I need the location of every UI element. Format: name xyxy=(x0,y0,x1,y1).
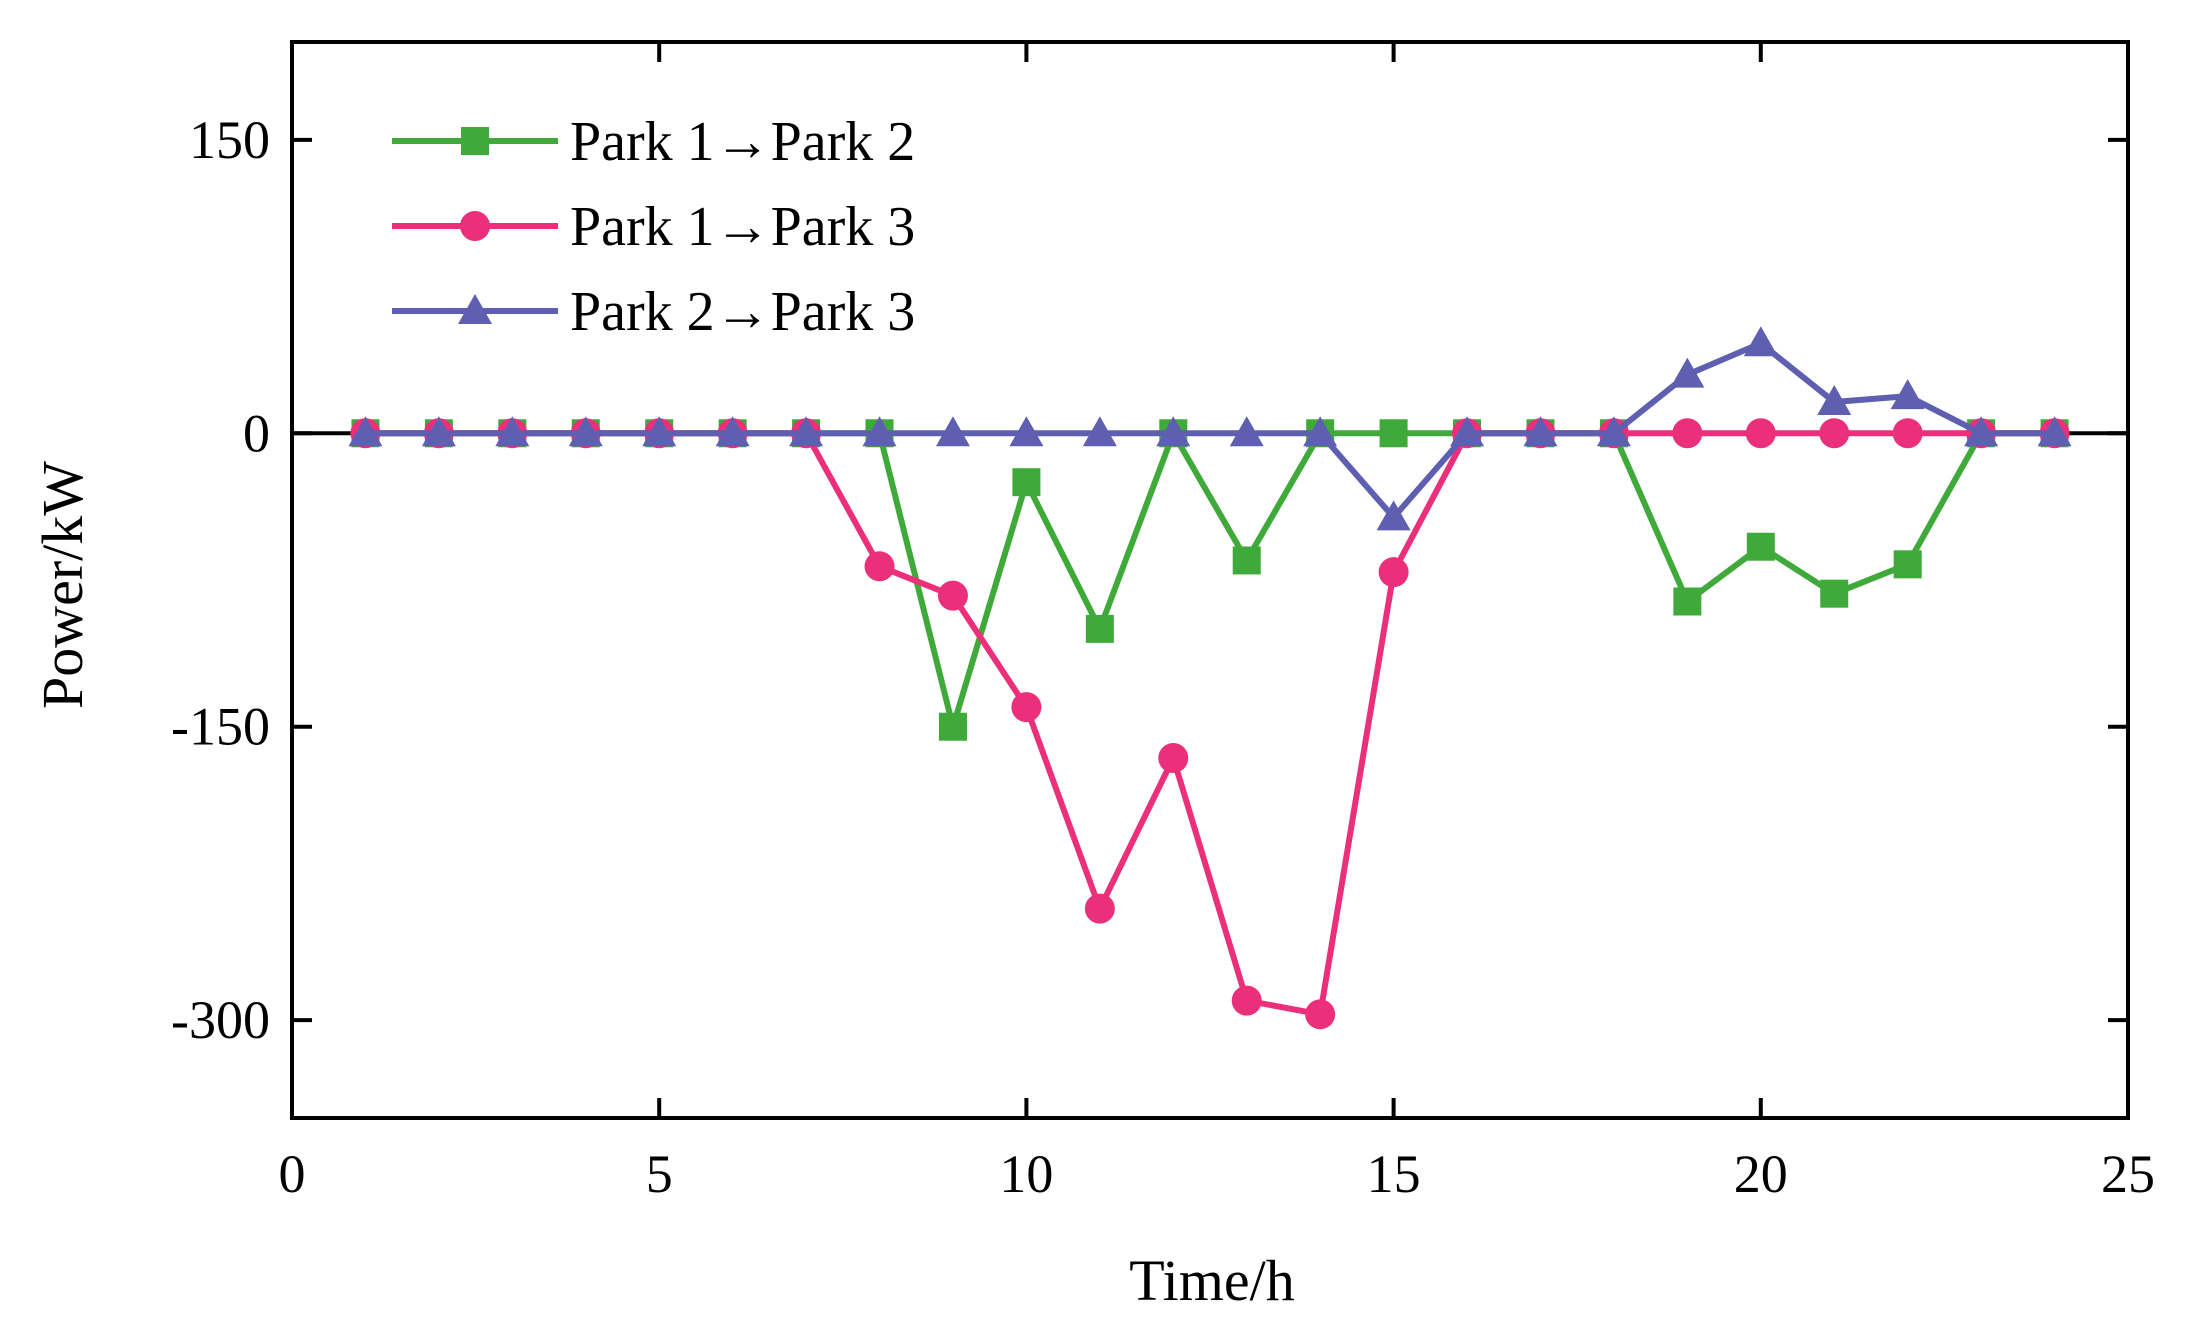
series-3 xyxy=(348,326,2072,531)
series-3-point-15 xyxy=(1376,500,1411,531)
series-3-point-19 xyxy=(1670,357,1705,388)
series-3-point-6 xyxy=(715,416,750,447)
series-3-point-12 xyxy=(1156,416,1191,447)
legend: Park 1→Park 2 Park 1→Park 3 Park 2→Park 3 xyxy=(392,111,915,343)
series-3-point-13 xyxy=(1229,416,1264,447)
series-2-point-14 xyxy=(1305,999,1336,1030)
series-1-point-22 xyxy=(1893,550,1922,579)
series-2-point-11 xyxy=(1084,893,1115,924)
series-3-point-24 xyxy=(2037,416,2072,447)
series-3-point-21 xyxy=(1817,384,1852,415)
x-tick-label-5: 5 xyxy=(646,1144,673,1204)
series-2-point-20 xyxy=(1745,418,1776,449)
series-1-line xyxy=(365,430,2055,730)
legend-marker-1 xyxy=(461,127,489,155)
series-2-point-15 xyxy=(1378,557,1409,588)
series-3-point-4 xyxy=(568,416,603,447)
legend-marker-3 xyxy=(458,294,492,324)
legend-item-2: Park 1→Park 3 xyxy=(392,196,915,258)
series-3-point-9 xyxy=(935,416,970,447)
y-tick-label--300: -300 xyxy=(171,990,270,1050)
series-2 xyxy=(350,418,2070,1030)
series-3-point-2 xyxy=(421,416,456,447)
series-2-point-21 xyxy=(1819,418,1850,449)
series-layer xyxy=(348,326,2072,1030)
series-2-point-19 xyxy=(1672,418,1703,449)
series-3-point-17 xyxy=(1523,416,1558,447)
x-axis-label: Time/h xyxy=(1129,1248,1294,1313)
series-1-point-21 xyxy=(1820,579,1849,608)
series-2-point-9 xyxy=(937,580,968,611)
series-3-point-20 xyxy=(1743,326,1778,357)
series-3-point-5 xyxy=(642,416,677,447)
series-2-point-22 xyxy=(1892,418,1923,449)
x-tick-label-0: 0 xyxy=(279,1144,306,1204)
series-2-point-12 xyxy=(1158,743,1189,774)
series-1-point-19 xyxy=(1673,587,1702,616)
series-1-point-15 xyxy=(1379,419,1408,448)
y-axis-label: Power/kW xyxy=(30,461,95,709)
legend-item-3: Park 2→Park 3 xyxy=(392,281,915,343)
series-3-point-11 xyxy=(1082,416,1117,447)
series-2-line xyxy=(365,430,2055,1018)
series-1-point-20 xyxy=(1746,532,1775,561)
axes-layer: 0 5 10 15 20 25 150 0 -150 -300 xyxy=(171,40,2155,1204)
series-1 xyxy=(351,419,2069,741)
series-1-point-13 xyxy=(1232,546,1261,575)
x-tick-label-20: 20 xyxy=(1734,1144,1788,1204)
y-tick-label--150: -150 xyxy=(171,697,270,757)
series-2-point-13 xyxy=(1231,985,1262,1016)
legend-label-1: Park 1→Park 2 xyxy=(570,111,915,173)
series-3-point-22 xyxy=(1890,379,1925,410)
series-1-point-11 xyxy=(1085,614,1114,643)
y-tick-label-0: 0 xyxy=(243,403,270,463)
series-1-point-10 xyxy=(1012,468,1041,497)
legend-label-2: Park 1→Park 3 xyxy=(570,196,915,258)
series-3-point-10 xyxy=(1009,416,1044,447)
legend-marker-2 xyxy=(460,211,490,241)
series-3-point-23 xyxy=(1964,416,1999,447)
series-3-point-7 xyxy=(789,416,824,447)
x-tick-label-15: 15 xyxy=(1367,1144,1421,1204)
series-3-point-8 xyxy=(862,416,897,447)
y-tick-label-150: 150 xyxy=(189,110,270,170)
plot-frame xyxy=(290,40,2130,1120)
series-1-point-9 xyxy=(938,712,967,741)
series-3-point-18 xyxy=(1596,416,1631,447)
series-3-point-3 xyxy=(495,416,530,447)
legend-item-1: Park 1→Park 2 xyxy=(392,111,915,173)
series-2-point-8 xyxy=(864,551,895,582)
series-2-point-10 xyxy=(1011,692,1042,723)
legend-label-3: Park 2→Park 3 xyxy=(570,281,915,343)
x-tick-label-25: 25 xyxy=(2101,1144,2155,1204)
series-3-point-1 xyxy=(348,416,383,447)
x-tick-label-10: 10 xyxy=(999,1144,1053,1204)
series-3-point-14 xyxy=(1303,416,1338,447)
series-3-point-16 xyxy=(1450,416,1485,447)
